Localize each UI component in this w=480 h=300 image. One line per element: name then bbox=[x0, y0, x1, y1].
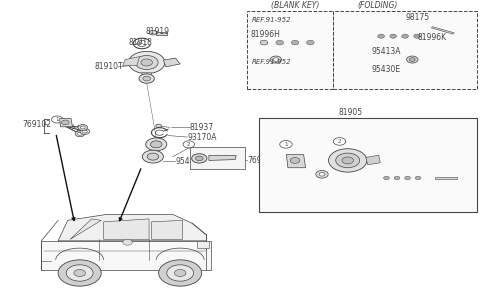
Polygon shape bbox=[70, 219, 101, 239]
FancyBboxPatch shape bbox=[372, 169, 441, 186]
Circle shape bbox=[167, 265, 193, 281]
Circle shape bbox=[307, 40, 314, 45]
Polygon shape bbox=[287, 154, 306, 168]
Circle shape bbox=[135, 56, 158, 70]
Polygon shape bbox=[142, 73, 152, 79]
Text: 1: 1 bbox=[284, 142, 288, 147]
Bar bbox=[247, 11, 333, 89]
Circle shape bbox=[158, 260, 202, 286]
Circle shape bbox=[273, 58, 279, 61]
Circle shape bbox=[146, 138, 167, 151]
FancyBboxPatch shape bbox=[264, 34, 329, 51]
Circle shape bbox=[80, 129, 90, 134]
Circle shape bbox=[280, 140, 292, 148]
Circle shape bbox=[143, 150, 163, 163]
Text: 95413A: 95413A bbox=[372, 47, 401, 56]
Bar bbox=[190, 147, 245, 169]
Polygon shape bbox=[58, 214, 206, 241]
Text: 81918: 81918 bbox=[129, 38, 153, 47]
Text: 98175: 98175 bbox=[405, 13, 429, 22]
Text: (BLANK KEY): (BLANK KEY) bbox=[271, 2, 320, 10]
Circle shape bbox=[270, 56, 282, 63]
Circle shape bbox=[74, 269, 85, 277]
Circle shape bbox=[123, 239, 132, 245]
Circle shape bbox=[129, 51, 165, 74]
Circle shape bbox=[405, 176, 410, 180]
Polygon shape bbox=[432, 27, 454, 34]
Circle shape bbox=[195, 156, 203, 161]
Polygon shape bbox=[104, 219, 149, 239]
Circle shape bbox=[66, 265, 93, 281]
Circle shape bbox=[336, 153, 360, 168]
Text: 81919: 81919 bbox=[145, 27, 169, 36]
Circle shape bbox=[384, 176, 389, 180]
Text: 95430E: 95430E bbox=[372, 65, 401, 74]
Text: REF.91-952: REF.91-952 bbox=[252, 17, 291, 23]
Circle shape bbox=[83, 130, 87, 133]
Bar bbox=[197, 241, 209, 248]
Text: 769102: 769102 bbox=[23, 120, 52, 129]
Circle shape bbox=[151, 141, 162, 148]
Text: (FOLDING): (FOLDING) bbox=[357, 2, 397, 10]
Circle shape bbox=[183, 141, 194, 148]
Circle shape bbox=[316, 170, 328, 178]
Polygon shape bbox=[152, 220, 182, 239]
Text: 76990: 76990 bbox=[247, 156, 272, 165]
Text: 95440B: 95440B bbox=[175, 157, 205, 166]
Circle shape bbox=[290, 158, 300, 163]
Circle shape bbox=[61, 120, 69, 125]
Circle shape bbox=[51, 116, 63, 123]
Text: 81905: 81905 bbox=[338, 108, 362, 117]
Circle shape bbox=[141, 59, 153, 66]
Polygon shape bbox=[163, 58, 180, 67]
Circle shape bbox=[291, 40, 299, 45]
Polygon shape bbox=[366, 155, 380, 165]
Circle shape bbox=[139, 74, 155, 83]
Circle shape bbox=[147, 153, 158, 160]
Circle shape bbox=[149, 30, 157, 35]
Circle shape bbox=[328, 149, 367, 172]
Text: 81996K: 81996K bbox=[417, 33, 446, 42]
Circle shape bbox=[143, 76, 151, 81]
FancyBboxPatch shape bbox=[365, 26, 440, 46]
Circle shape bbox=[58, 260, 101, 286]
Text: 81996H: 81996H bbox=[251, 30, 280, 39]
Circle shape bbox=[156, 124, 161, 128]
Text: 2: 2 bbox=[187, 142, 191, 147]
Circle shape bbox=[75, 131, 85, 137]
Circle shape bbox=[319, 172, 325, 176]
Circle shape bbox=[342, 157, 353, 164]
Bar bbox=[156, 32, 167, 35]
Circle shape bbox=[402, 34, 408, 38]
Circle shape bbox=[414, 34, 420, 38]
Bar bbox=[333, 11, 477, 89]
Text: 81910T: 81910T bbox=[94, 62, 123, 71]
Circle shape bbox=[390, 34, 396, 38]
Polygon shape bbox=[60, 118, 72, 127]
Polygon shape bbox=[41, 241, 211, 270]
Polygon shape bbox=[435, 176, 457, 179]
Text: 81937: 81937 bbox=[190, 123, 214, 132]
Text: 1: 1 bbox=[55, 117, 59, 122]
Text: 2: 2 bbox=[338, 139, 341, 144]
Circle shape bbox=[415, 176, 421, 180]
Circle shape bbox=[409, 58, 415, 61]
Circle shape bbox=[80, 126, 85, 129]
Circle shape bbox=[394, 176, 400, 180]
Circle shape bbox=[333, 138, 346, 145]
Circle shape bbox=[276, 40, 284, 45]
Circle shape bbox=[78, 132, 83, 135]
Circle shape bbox=[192, 154, 207, 163]
Text: REF.91-952: REF.91-952 bbox=[252, 59, 291, 65]
Circle shape bbox=[407, 56, 418, 63]
Polygon shape bbox=[209, 155, 236, 160]
Bar bbox=[259, 118, 477, 212]
Circle shape bbox=[174, 269, 186, 277]
Circle shape bbox=[378, 34, 384, 38]
Circle shape bbox=[78, 124, 87, 130]
Polygon shape bbox=[123, 57, 140, 65]
Text: 93170A: 93170A bbox=[187, 133, 217, 142]
Circle shape bbox=[260, 40, 268, 45]
